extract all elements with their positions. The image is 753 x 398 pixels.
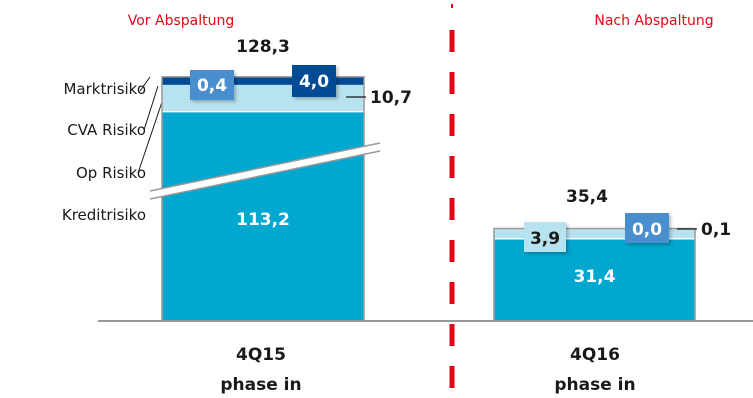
category-label-4q16-line2: phase in [554,375,635,395]
legend-label-marktrisiko: Marktrisiko [63,80,146,98]
total-label-4q16: 35,4 [566,187,608,207]
bar-4q16-op-risiko [494,228,695,239]
legend-label-kreditrisiko: Kreditrisiko [62,206,146,224]
label-4q16-kreditrisiko: 31,4 [574,267,616,287]
label-box-4q16-marktrisiko [625,213,669,243]
label-4q15-cva-risiko: 0,4 [197,76,227,96]
label-box-4q16-op-risiko [524,222,566,252]
total-label-4q15: 128,3 [236,37,290,57]
legend-label-op-risiko: Op Risiko [76,164,146,182]
label-4q16-op-risiko: 3,9 [530,229,560,249]
label-4q15-kreditrisiko: 113,2 [236,210,290,230]
bar-4q16-kreditrisiko [494,238,695,321]
bars-layer: 0,4 4,0 10,7 113,2 128,3 3,9 0,0 0,1 31,4 35,4 [149,37,731,322]
legend-leader-marktrisiko [139,76,151,92]
label-4q16-cva-risiko: 0,1 [701,220,731,240]
label-box-4q15-cva-risiko [190,70,234,100]
legend-leader-op-risiko [137,101,163,174]
bar-4q15-kreditrisiko [162,111,364,321]
category-label-4q15-line1: 4Q15 [236,345,286,365]
period-label-after: Nach Abspaltung [594,13,713,29]
label-4q15-op-risiko: 10,7 [370,88,412,108]
label-box-4q15-marktrisiko [292,65,336,97]
category-label-4q16-line1: 4Q16 [570,345,620,365]
period-label-before: Vor Abspaltung [128,13,235,29]
legend-label-cva-risiko: CVA Risiko [67,121,146,139]
axis-break-band [150,143,380,199]
axis-break-line-bottom [149,150,381,200]
bar-4q15-marktrisiko [162,76,364,85]
axis-break-line-top [149,142,381,192]
label-4q16-marktrisiko: 0,0 [632,220,662,240]
category-label-4q15-line2: phase in [220,375,301,395]
legend-leader-cva-risiko [143,85,159,131]
label-4q15-marktrisiko: 4,0 [299,72,329,92]
